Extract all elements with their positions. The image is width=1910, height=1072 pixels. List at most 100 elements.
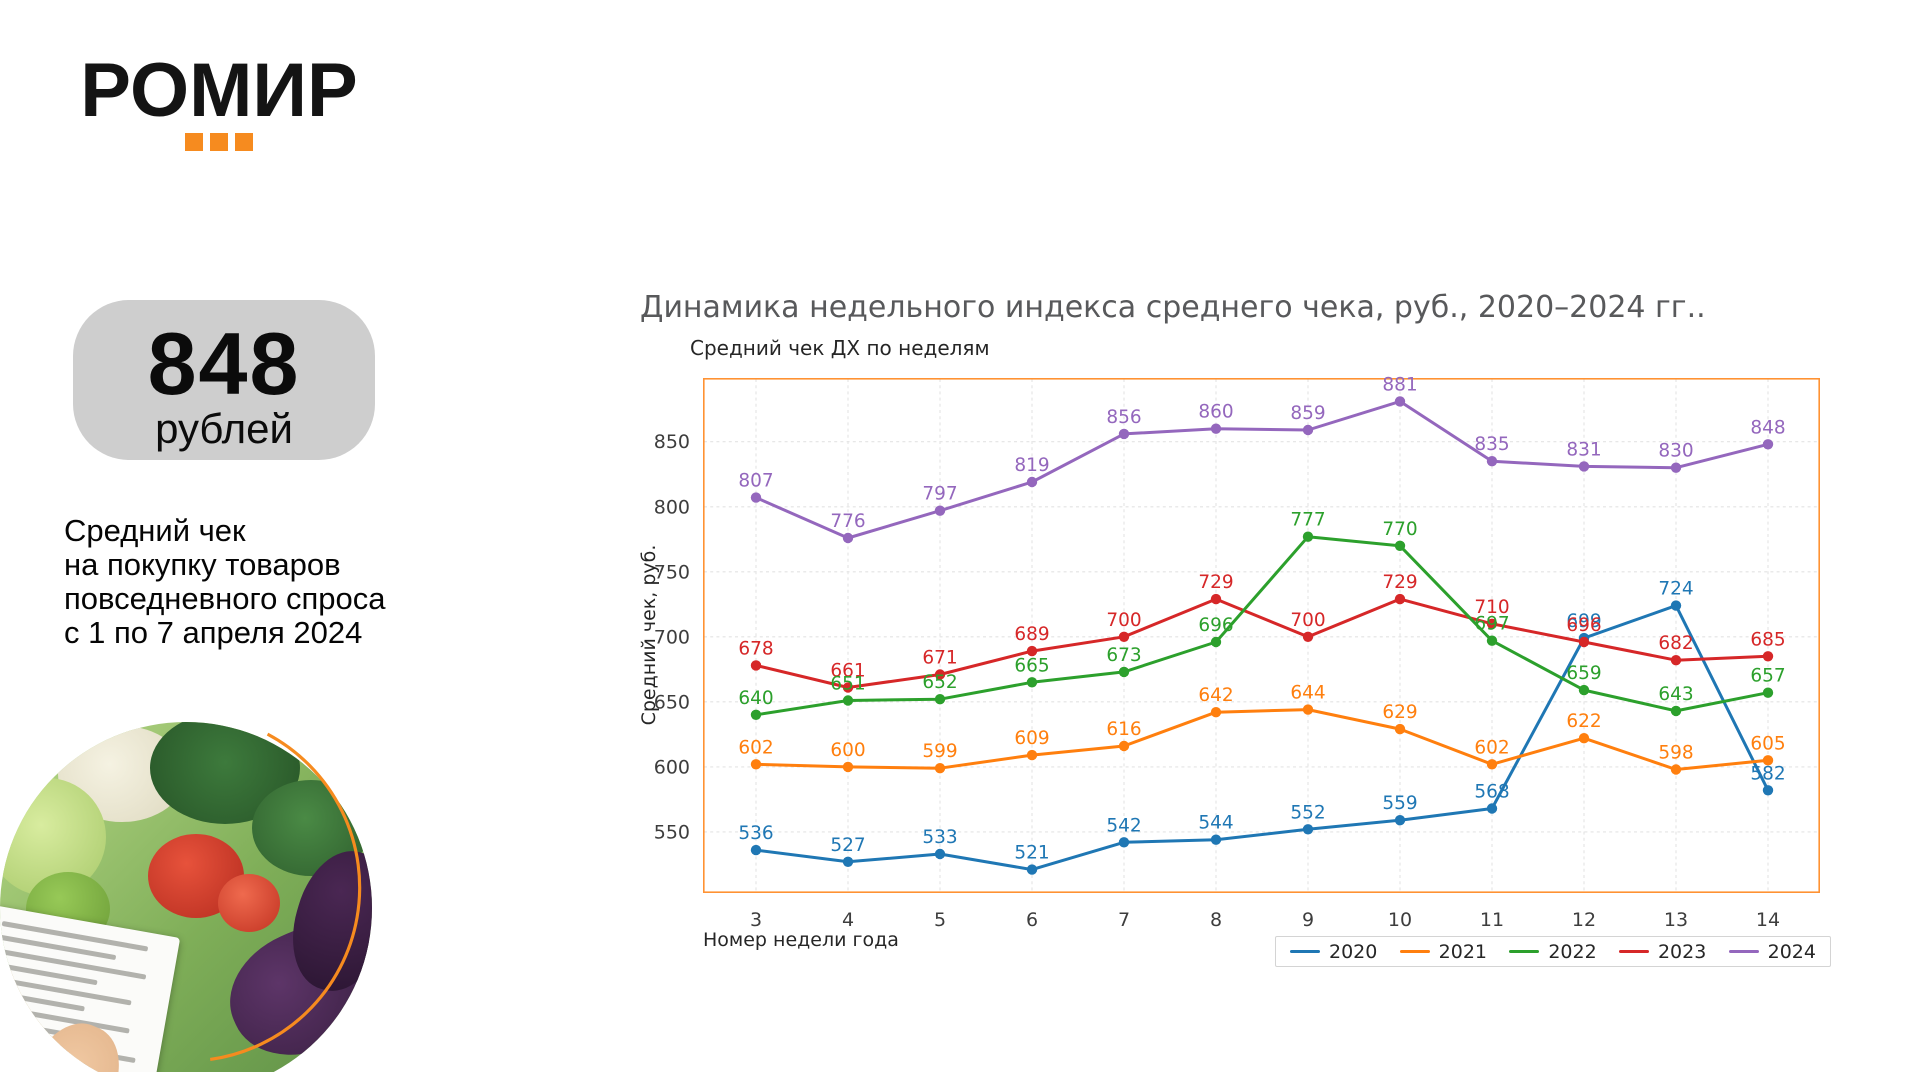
data-point xyxy=(1762,687,1774,698)
data-point xyxy=(1670,462,1682,473)
plot-border xyxy=(703,378,1821,894)
data-label: 659 xyxy=(1566,663,1601,684)
x-tick-label: 10 xyxy=(1388,909,1412,931)
data-label: 729 xyxy=(1382,572,1417,593)
data-point xyxy=(750,709,762,720)
data-point xyxy=(1394,815,1406,826)
data-label: 776 xyxy=(830,511,865,532)
data-label: 599 xyxy=(922,741,957,762)
series-line-2021 xyxy=(754,708,1770,771)
data-label: 643 xyxy=(1658,684,1693,705)
data-point xyxy=(1118,631,1130,642)
data-label: 602 xyxy=(738,737,773,758)
data-label: 777 xyxy=(1290,510,1325,531)
data-label: 830 xyxy=(1658,441,1693,462)
description-line: с 1 по 7 апреля 2024 xyxy=(64,615,363,650)
data-point xyxy=(934,505,946,516)
x-tick-label: 4 xyxy=(842,909,854,931)
data-point xyxy=(1670,600,1682,611)
data-point xyxy=(842,761,854,773)
data-label: 819 xyxy=(1014,455,1049,476)
y-tick-label: 650 xyxy=(654,691,690,713)
data-label: 797 xyxy=(922,484,957,505)
data-point xyxy=(842,532,854,544)
data-label: 689 xyxy=(1014,624,1049,645)
x-tick-label: 8 xyxy=(1210,909,1222,931)
data-point xyxy=(1302,631,1314,642)
data-point xyxy=(1026,677,1038,688)
data-point xyxy=(1486,803,1498,814)
chart-title: Динамика недельного индекса среднего чек… xyxy=(640,290,1706,325)
data-point xyxy=(1210,707,1222,718)
x-tick-label: 5 xyxy=(934,909,946,931)
data-point xyxy=(1762,651,1774,662)
data-point xyxy=(1302,824,1314,835)
data-point xyxy=(1394,723,1406,735)
series-line-2020 xyxy=(754,604,1770,872)
data-point xyxy=(1026,749,1038,761)
data-label: 533 xyxy=(922,827,957,848)
data-label: 527 xyxy=(830,835,865,856)
tomato-image xyxy=(218,874,280,932)
series-line-2023 xyxy=(754,597,1770,689)
data-point xyxy=(1394,593,1406,605)
highlight-unit: рублей xyxy=(155,405,293,452)
data-point xyxy=(1026,864,1038,875)
legend-label: 2022 xyxy=(1548,940,1597,963)
data-label: 685 xyxy=(1750,629,1785,650)
series-line-2022 xyxy=(754,535,1770,717)
data-label: 848 xyxy=(1750,417,1785,438)
logo-dot xyxy=(185,133,203,151)
data-label: 696 xyxy=(1198,615,1233,636)
legend-label: 2020 xyxy=(1329,940,1378,963)
data-point xyxy=(1486,618,1498,629)
data-point xyxy=(1026,645,1038,657)
data-point xyxy=(1210,593,1222,605)
data-point xyxy=(750,759,762,770)
series-line-2024 xyxy=(754,399,1770,540)
description-line: Средний чек xyxy=(64,513,246,548)
highlight-badge: 848 рублей xyxy=(73,300,375,460)
legend-label: 2023 xyxy=(1657,940,1707,963)
data-point xyxy=(1578,636,1590,648)
data-point xyxy=(750,844,762,856)
chart-legend: 2020 2021 2022 2023 2024 xyxy=(1275,936,1831,967)
data-label: 542 xyxy=(1106,815,1141,836)
legend-swatch xyxy=(1618,950,1649,953)
data-label: 699 xyxy=(1566,611,1601,632)
data-label: 860 xyxy=(1198,402,1233,423)
x-tick-label: 13 xyxy=(1664,909,1688,931)
y-tick-label: 550 xyxy=(654,821,690,843)
data-point xyxy=(1762,785,1774,796)
data-point xyxy=(842,856,854,867)
description-line: повседневного спроса xyxy=(64,581,386,616)
data-label: 678 xyxy=(738,638,773,659)
data-point xyxy=(1118,740,1130,752)
romir-logo: РОМИР xyxy=(78,48,360,151)
data-point xyxy=(1118,837,1130,848)
data-label: 729 xyxy=(1198,572,1233,593)
data-point xyxy=(1486,456,1498,467)
data-label: 600 xyxy=(830,740,865,761)
data-point xyxy=(1486,759,1498,770)
data-label: 568 xyxy=(1474,782,1509,803)
data-label: 559 xyxy=(1382,793,1417,814)
data-label: 552 xyxy=(1290,802,1325,823)
data-label: 661 xyxy=(830,661,865,682)
data-point xyxy=(1762,439,1774,450)
data-label: 696 xyxy=(1566,615,1601,636)
data-point xyxy=(1670,764,1682,775)
y-tick-label: 800 xyxy=(654,496,690,518)
data-label: 616 xyxy=(1106,719,1141,740)
receipt-line xyxy=(0,976,132,1006)
data-point xyxy=(1026,476,1038,488)
data-label: 521 xyxy=(1014,843,1049,864)
romir-logo-text: РОМИР xyxy=(80,48,358,133)
highlight-value: 848 xyxy=(147,314,301,413)
logo-dot xyxy=(210,133,228,151)
legend-swatch xyxy=(1290,950,1320,953)
y-tick-label: 600 xyxy=(654,756,690,778)
data-label: 544 xyxy=(1198,813,1233,834)
